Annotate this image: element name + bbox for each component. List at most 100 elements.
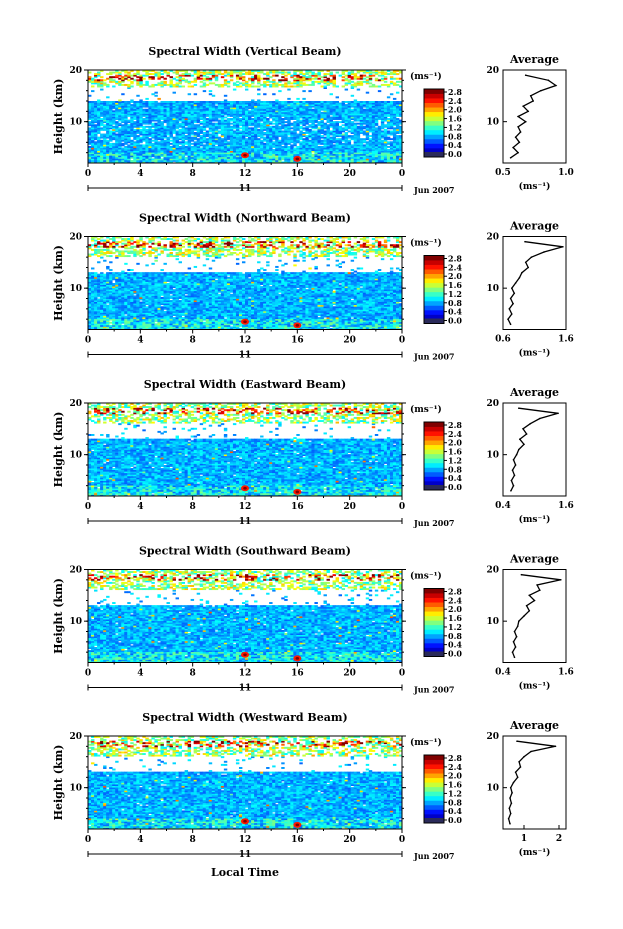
heatmap-cell	[175, 138, 179, 141]
heatmap-cell	[103, 79, 107, 82]
heatmap-cell	[341, 144, 346, 147]
heatmap-cell	[287, 152, 291, 155]
heatmap-cell	[392, 159, 397, 162]
heatmap-cell	[317, 77, 321, 80]
heatmap-cell	[211, 158, 216, 161]
heatmap-cell	[235, 138, 240, 141]
heatmap-cell	[121, 101, 125, 103]
heatmap-cell	[305, 161, 309, 164]
heatmap-cell	[154, 155, 158, 158]
heatmap-cell	[226, 133, 231, 136]
heatmap-cell	[121, 152, 125, 155]
heatmap-cell	[187, 150, 192, 153]
heatmap-cell	[290, 153, 294, 156]
heatmap-cell	[115, 135, 119, 138]
heatmap-cell	[133, 128, 137, 131]
heatmap-cell	[386, 145, 391, 148]
heatmap-cell	[112, 150, 116, 153]
heatmap-cell	[386, 133, 391, 136]
heatmap-cell	[371, 158, 376, 161]
heatmap-cell	[308, 150, 312, 153]
heatmap-cell	[353, 99, 358, 102]
heatmap-cell	[284, 145, 288, 148]
heatmap-cell	[299, 130, 303, 133]
heatmap-cell	[127, 144, 131, 147]
heatmap-cell	[187, 141, 192, 144]
heatmap-cell	[118, 138, 122, 141]
heatmap-cell	[323, 139, 327, 142]
heatmap-cell	[235, 144, 240, 147]
heatmap-cell	[226, 156, 231, 159]
heatmap-cell	[238, 149, 243, 151]
heatmap-cell	[106, 132, 110, 134]
heatmap-cell	[365, 135, 370, 138]
heatmap-cell	[235, 74, 240, 77]
heatmap-cell	[157, 159, 161, 162]
heatmap-cell	[181, 145, 186, 148]
heatmap-cell	[223, 135, 228, 138]
heatmap-cell	[308, 145, 312, 148]
heatmap-cell	[344, 161, 349, 164]
heatmap-cell	[142, 118, 146, 120]
heatmap-cell	[350, 135, 355, 138]
average-point	[514, 136, 517, 138]
heatmap-cell	[100, 142, 104, 145]
heatmap-cell	[299, 145, 303, 148]
heatmap-cell	[398, 141, 403, 144]
heatmap-cell	[190, 80, 195, 83]
heatmap-cell	[281, 76, 285, 79]
heatmap-cell	[269, 136, 273, 139]
heatmap-cell	[160, 80, 164, 83]
heatmap-cell	[395, 149, 400, 151]
heatmap-cell	[100, 135, 104, 138]
heatmap-cell	[275, 156, 279, 159]
heatmap-cell	[169, 132, 173, 134]
heatmap-cell	[211, 161, 216, 164]
heatmap-cell	[320, 156, 324, 159]
heatmap-cell	[118, 132, 122, 134]
heatmap-cell	[229, 125, 234, 128]
heatmap-cell	[130, 155, 134, 158]
heatmap-cell	[272, 74, 276, 77]
average-point	[524, 74, 527, 76]
heatmap-cell	[359, 141, 364, 144]
heatmap-cell	[94, 124, 98, 127]
heatmap-cell	[335, 150, 339, 153]
heatmap-cell	[272, 136, 276, 139]
heatmap-cell	[178, 150, 182, 153]
heatmap-cell	[266, 141, 270, 144]
heatmap-cell	[293, 101, 297, 103]
heatmap-cell	[296, 149, 300, 151]
heatmap-cell	[91, 159, 95, 162]
heatmap-cell	[290, 127, 294, 130]
heatmap-cell	[377, 135, 382, 138]
heatmap-cell	[211, 122, 216, 125]
heatmap-cell	[338, 142, 343, 145]
heatmap-cell	[160, 138, 164, 141]
heatmap-cell	[380, 159, 385, 162]
heatmap-cell	[371, 74, 376, 77]
heatmap-cell	[380, 101, 385, 103]
heatmap-cell	[217, 119, 222, 122]
heatmap-cell	[359, 80, 364, 83]
heatmap-cell	[103, 133, 107, 136]
heatmap-cell	[115, 141, 119, 144]
heatmap-cell	[248, 156, 252, 159]
heatmap-cell	[353, 133, 358, 136]
heatmap-cell	[112, 158, 116, 161]
average-point	[524, 120, 527, 123]
heatmap-cell	[362, 139, 367, 142]
heatmap-cell	[94, 79, 98, 82]
heatmap-cell	[238, 118, 243, 120]
heatmap-cell	[115, 156, 119, 159]
heatmap-cell	[362, 149, 367, 151]
heatmap-cell	[380, 149, 385, 151]
heatmap-cell	[335, 101, 339, 103]
heatmap-cell	[389, 130, 394, 133]
heatmap-cell	[263, 156, 267, 159]
heatmap-cell	[217, 149, 222, 151]
heatmap-cell	[338, 147, 343, 150]
heatmap-cell	[169, 139, 173, 142]
heatmap-cell	[311, 145, 315, 148]
heatmap-cell	[359, 161, 364, 164]
